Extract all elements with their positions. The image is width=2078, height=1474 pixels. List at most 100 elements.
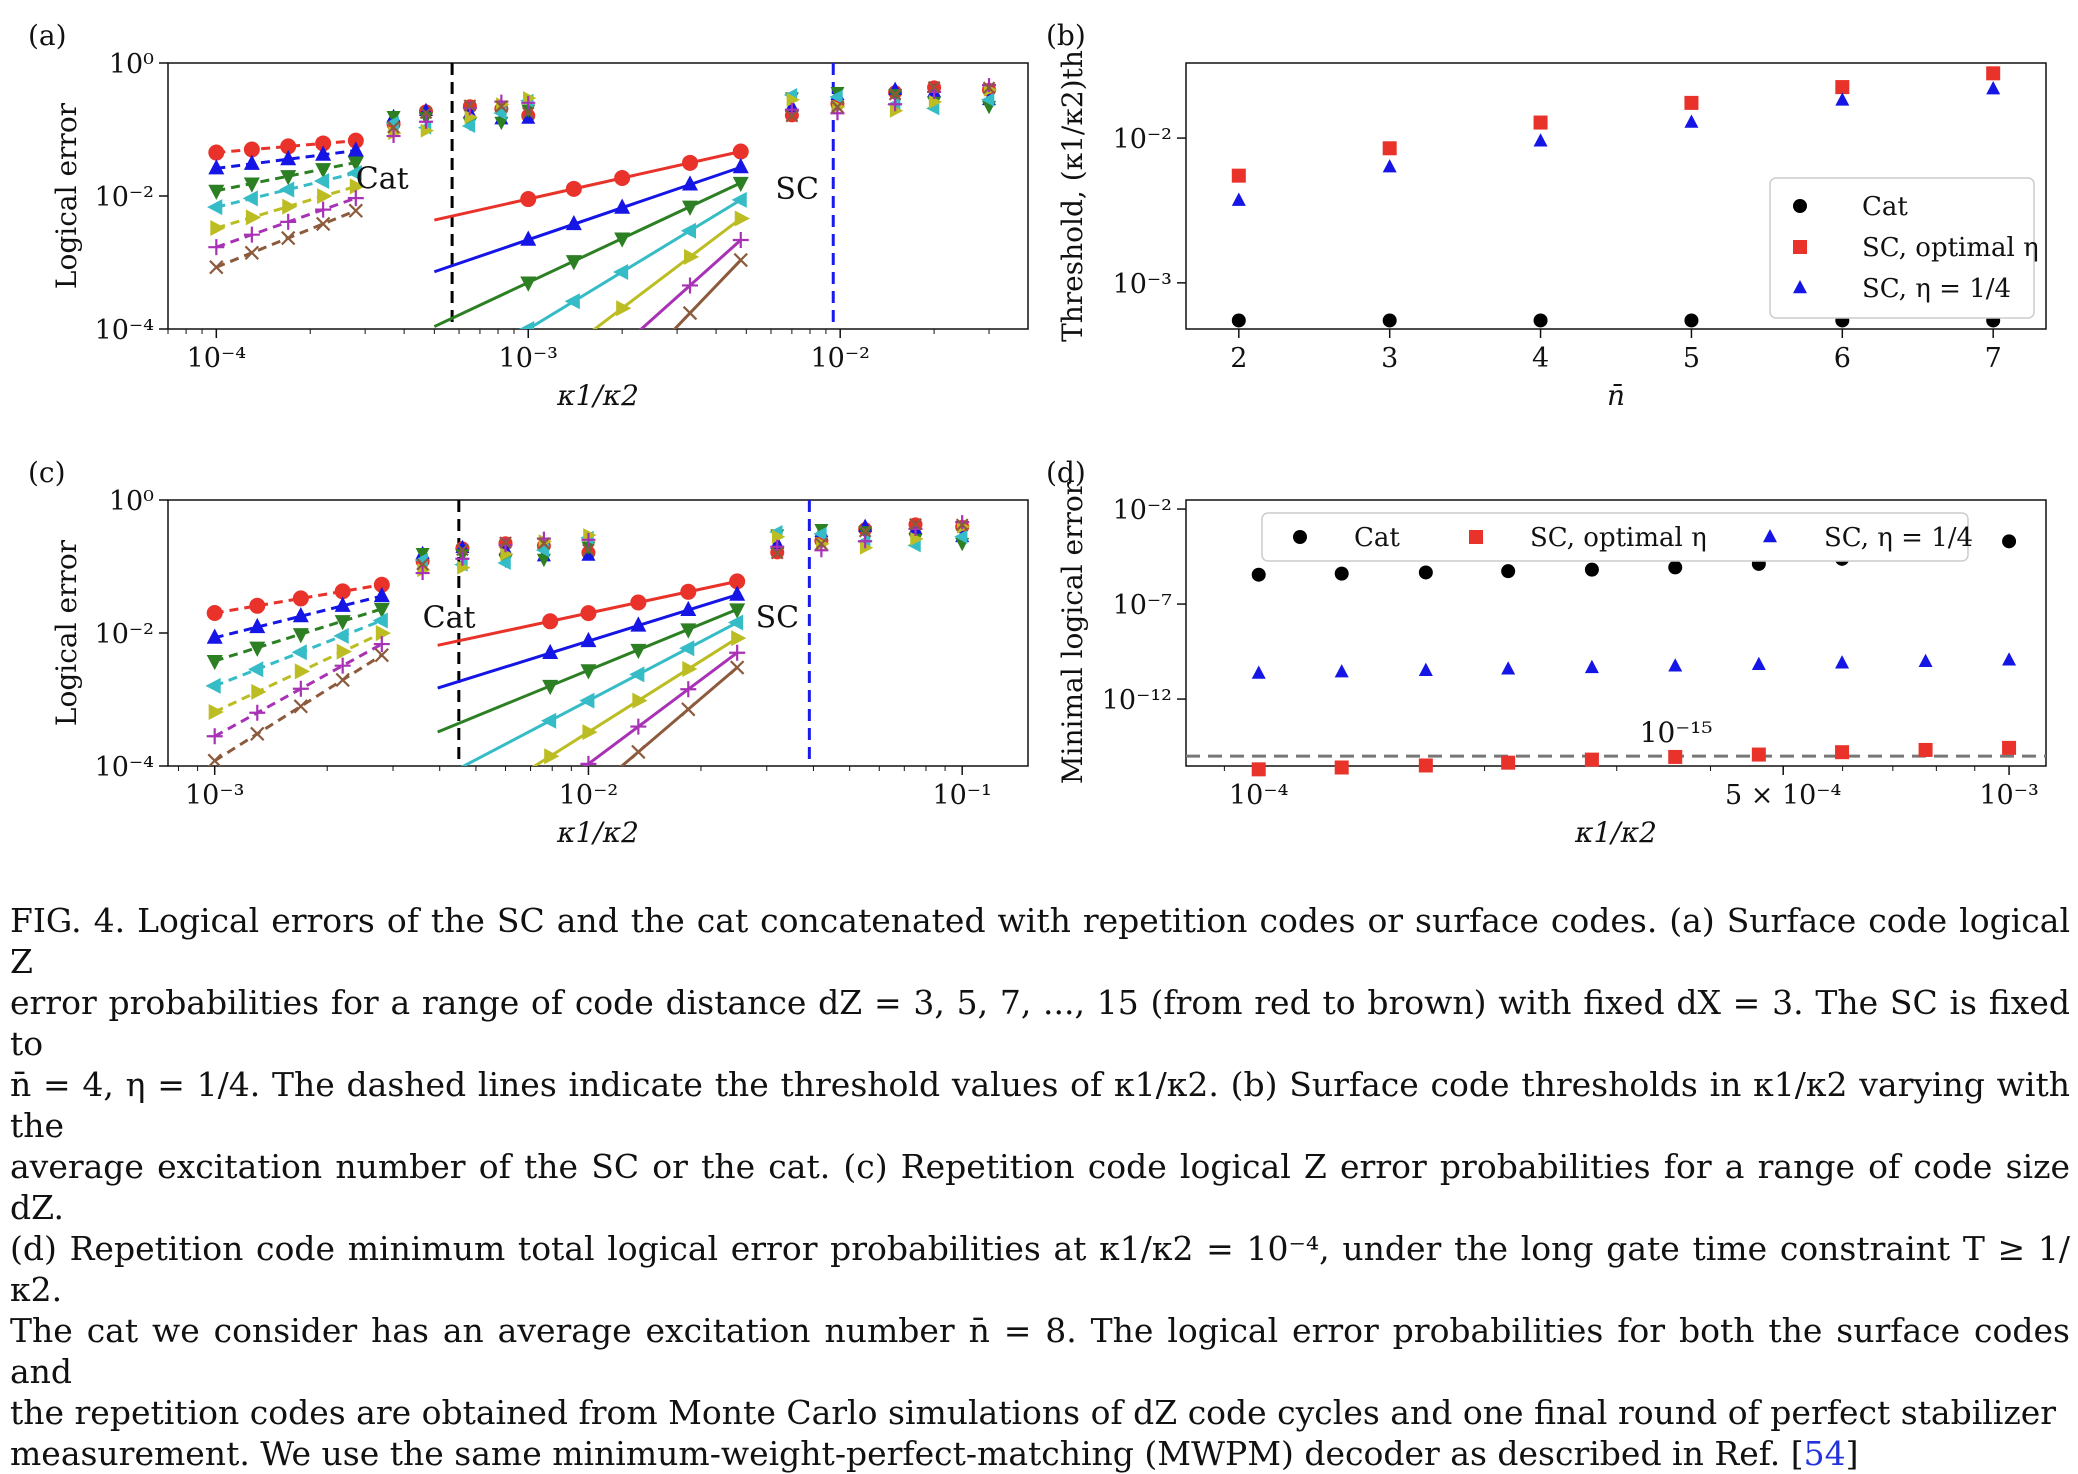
data-point-plus [243,226,260,243]
data-point-circle [1584,562,1599,577]
data-point-triangle-up [1231,192,1246,206]
data-point-square [1584,752,1599,767]
data-point-circle [280,138,297,155]
data-point-triangle-up [1763,528,1777,543]
data-point-circle [334,583,351,600]
legend: Cat SC, optimal η SC, η = 1/4 [1261,512,1973,562]
data-point-triangle-right [282,198,298,215]
data-point-x [982,81,996,95]
data-point-triangle-left [242,190,258,207]
data-point-x [348,203,363,218]
data-point-triangle-right [616,300,632,317]
data-point-plus [982,78,997,93]
data-point-triangle-up [1501,661,1516,675]
data-point-triangle-up [1533,133,1548,147]
data-point-plus [249,704,266,721]
data-point-triangle-left [564,293,580,310]
data-point-x [888,87,902,101]
data-point-plus [732,232,749,249]
plot-annotation: SC [775,172,819,207]
data-point-plus [858,534,873,549]
data-point-square [1469,530,1483,544]
x-axis-label: n̄ [1607,379,1625,412]
axes-frame [1185,499,2047,767]
data-point-plus [315,201,332,218]
x-tick-label: 2 [1230,343,1247,374]
data-point-triangle-down [208,184,225,200]
data-point-plus [347,190,364,207]
panel-b-axes: (b) 2 3 4 5 6 7 10⁻² 10⁻³ n̄ Threshold, (κ1/κ2)th [1046,19,2047,412]
data-point-plus [373,636,390,653]
data-point-circle [565,180,582,197]
data-point-circle [520,191,537,208]
data-point-triangle-down [243,177,260,193]
data-point-triangle-up [732,158,749,174]
x-tick-label: 10⁻⁴ [1229,780,1288,811]
data-point-triangle-right [731,630,747,647]
y-axis-label: Logical error [50,102,83,289]
data-point-triangle-left [372,612,388,629]
data-point-triangle-right [349,178,366,195]
cat-fit-line [216,149,356,170]
data-point-triangle-up [1668,658,1683,672]
data-point-triangle-up [1751,656,1766,670]
data-point-triangle-up [520,230,537,246]
data-point-triangle-up [243,154,260,170]
data-point-triangle-left [679,640,695,657]
data-point-x [494,99,508,113]
data-point-triangle-down [565,255,582,271]
cat-fit-line [215,196,357,249]
data-point-triangle-right [500,547,514,562]
x-axis-label: κ1/κ2 [556,816,639,849]
y-axis-label: Minimal logical error [1056,481,1089,784]
data-point-triangle-right [928,94,943,109]
data-point-plus [520,422,536,438]
data-point-plus [630,718,647,735]
reference-link[interactable]: 54 [1803,1434,1846,1473]
data-point-plus [415,566,430,581]
data-point-triangle-right [208,703,224,720]
data-point-circle [292,590,309,607]
x-tick-label: 4 [1532,343,1549,374]
data-point-triangle-up [373,586,390,603]
data-point-triangle-right [317,188,333,205]
data-point-circle [630,594,647,611]
data-point-square [1382,141,1397,156]
data-point-x [544,821,557,834]
data-point-x [499,536,512,549]
data-point-triangle-left [813,526,827,541]
data-point-triangle-left [205,677,221,694]
data-point-square [1334,760,1349,775]
data-point-plus [680,681,697,698]
data-point-x [955,518,969,532]
data-point-square [1835,745,1850,760]
data-point-triangle-right [910,531,924,546]
panel-d-axes: (d) 10⁻⁴ 5 × 10⁻⁴ 10⁻³ 10⁻² 10⁻⁷ 10⁻¹² κ1/κ2 Min… [1046,456,2047,849]
data-point-plus [888,97,903,112]
data-point-plus [206,728,223,745]
data-point-triangle-right [568,337,583,353]
data-point-square [1231,168,1246,183]
data-point-triangle-down [732,176,749,193]
data-point-triangle-left [680,222,697,239]
data-point-circle [315,135,332,152]
caption-line-3: n̄ = 4, η = 1/4. The dashed lines indica… [10,1065,2070,1145]
data-point-x [315,216,331,232]
data-point-triangle-up [1334,664,1349,678]
data-point-triangle-right [294,663,311,680]
caption-line-2: error probabilities for a range of code … [10,983,2070,1063]
data-point-triangle-up [208,159,225,175]
x-axis-label: κ1/κ2 [556,379,639,412]
sc-fit-line [639,238,742,329]
data-point-triangle-down [249,641,266,657]
data-point-plus [614,338,630,354]
data-point-triangle-left [291,644,307,661]
data-point-triangle-left [279,181,295,198]
data-point-triangle-up [280,150,297,166]
x-tick-label: 10⁻² [810,343,869,374]
data-point-circle [208,144,225,161]
data-point-square [1533,115,1548,130]
data-point-square [1918,742,1933,757]
x-tick-label: 10⁻³ [499,343,558,374]
data-point-circle [732,143,749,160]
